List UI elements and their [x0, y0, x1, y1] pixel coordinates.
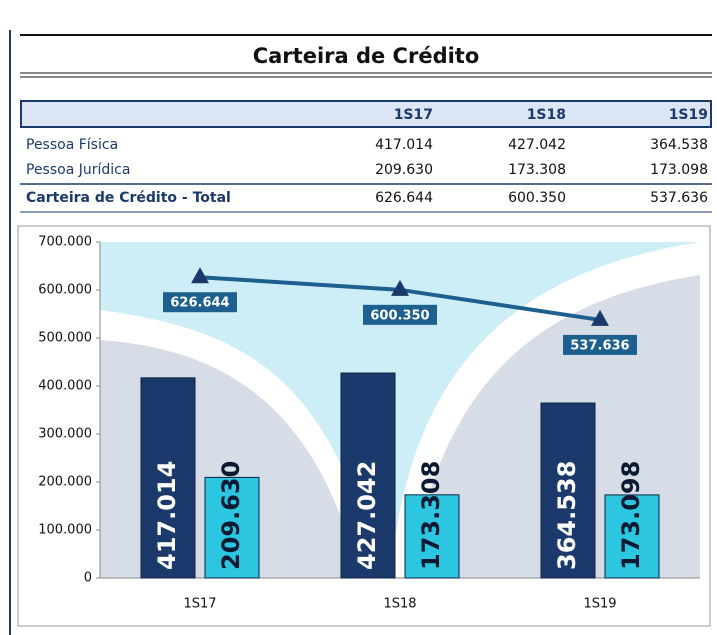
y-tick-label: 600.000: [38, 283, 92, 298]
bar-value-label: 209.630: [217, 461, 245, 570]
bar-value-label: 417.014: [153, 461, 181, 570]
table-cell: 173.308: [508, 162, 566, 178]
row-label: Pessoa Jurídica: [26, 162, 130, 178]
page-title: Carteira de Crédito: [253, 44, 480, 68]
table-cell: 209.630: [375, 162, 433, 178]
page: body { margin: 0; background: #fff; font…: [0, 0, 717, 635]
y-tick-label: 100.000: [38, 523, 92, 538]
x-tick-label: 1S19: [583, 597, 616, 612]
column-header: 1S18: [527, 107, 566, 123]
table-cell: 626.644: [375, 190, 433, 206]
table-cell: 364.538: [650, 137, 708, 153]
x-tick-label: 1S17: [183, 597, 216, 612]
table-header-row: [21, 101, 711, 127]
x-tick-label: 1S18: [383, 597, 416, 612]
y-tick-label: 0: [84, 571, 92, 586]
table-cell: 427.042: [508, 137, 566, 153]
table-cell: 173.098: [650, 162, 708, 178]
line-value-label: 537.636: [570, 338, 629, 353]
table-cell: 600.350: [508, 190, 566, 206]
bar-value-label: 364.538: [553, 461, 581, 570]
column-header: 1S17: [394, 107, 433, 123]
table-cell: 537.636: [650, 190, 708, 206]
bar-value-label: 173.308: [417, 461, 445, 570]
y-tick-label: 700.000: [38, 235, 92, 250]
row-label: Pessoa Física: [26, 137, 118, 153]
column-header: 1S19: [669, 107, 708, 123]
page-canvas: Carteira de Crédito 1S17 1S18 1S19 Pessoa F…: [0, 0, 717, 635]
row-label: Carteira de Crédito - Total: [26, 190, 231, 206]
table-cell: 417.014: [375, 137, 433, 153]
y-tick-label: 500.000: [38, 331, 92, 346]
y-tick-label: 200.000: [38, 475, 92, 490]
body: {"header": {"title": "Carteira de Crédit…: [0, 0, 717, 635]
line-value-label: 626.644: [170, 296, 229, 311]
bar-value-label: 173.098: [617, 461, 645, 570]
bar-value-label: 427.042: [353, 461, 381, 570]
line-value-label: 600.350: [370, 308, 429, 323]
y-tick-label: 400.000: [38, 379, 92, 394]
y-tick-label: 300.000: [38, 427, 92, 442]
